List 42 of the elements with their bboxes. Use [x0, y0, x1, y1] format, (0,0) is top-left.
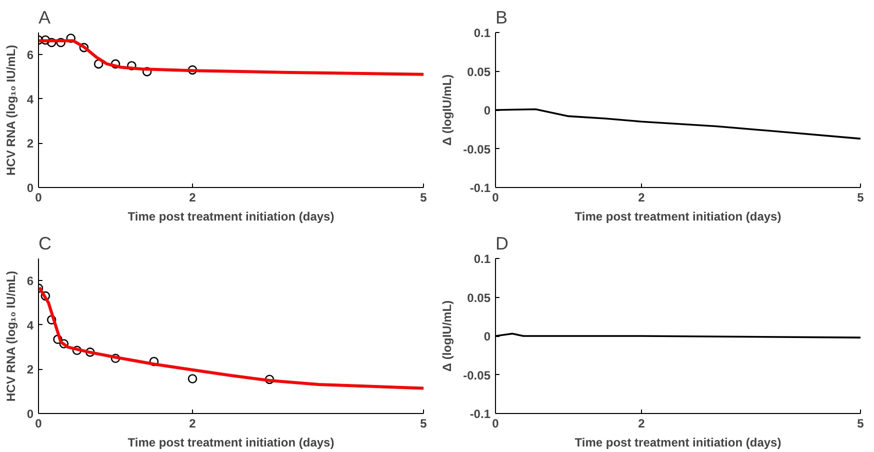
- y-axis-title: Δ (logIU/mL): [440, 300, 454, 372]
- y-tick-label: 0: [484, 104, 491, 118]
- x-tick-label: 0: [35, 190, 42, 204]
- y-tick-label: 0.1: [474, 26, 491, 40]
- y-tick-label: 0.05: [467, 64, 491, 79]
- y-tick-label: -0.05: [463, 142, 491, 156]
- x-tick-label: 2: [189, 190, 196, 204]
- x-tick-label: 5: [420, 190, 428, 204]
- x-tick-label: 5: [857, 190, 864, 204]
- y-tick-label: 0: [26, 407, 34, 421]
- y-tick-label: 4: [26, 92, 34, 106]
- y-tick-label: 0.1: [474, 252, 491, 266]
- x-axis-title: Time post treatment initiation (days): [128, 436, 334, 450]
- y-axis-title: HCV RNA (log₁₀ IU/mL): [4, 270, 18, 402]
- x-axis-title: Time post treatment initiation (days): [128, 210, 334, 224]
- y-tick-label: 0: [26, 181, 34, 195]
- x-tick-label: 2: [638, 190, 646, 204]
- y-axis-title: HCV RNA (log₁₀ IU/mL): [4, 44, 18, 176]
- y-tick-label: 0: [484, 330, 491, 344]
- chart-title: D: [496, 234, 508, 254]
- x-tick-label: 2: [638, 416, 646, 430]
- y-tick-label: 2: [26, 136, 34, 151]
- x-tick-label: 5: [857, 416, 864, 430]
- x-tick-label: 0: [35, 416, 42, 430]
- y-axis-title: Δ (logIU/mL): [440, 74, 454, 146]
- y-tick-label: 2: [26, 362, 34, 377]
- chart-title: B: [496, 8, 508, 28]
- y-tick-label: 6: [26, 274, 34, 288]
- x-axis-title: Time post treatment initiation (days): [574, 210, 782, 224]
- y-tick-label: 0.05: [467, 290, 491, 305]
- chart-title: C: [38, 234, 52, 254]
- y-tick-label: -0.05: [463, 368, 491, 382]
- y-tick-label: 4: [26, 318, 34, 332]
- y-tick-label: 6: [26, 48, 34, 62]
- chart-title: A: [38, 8, 51, 28]
- x-tick-label: 5: [420, 416, 428, 430]
- x-tick-label: 0: [492, 190, 500, 204]
- y-tick-label: -0.1: [470, 181, 491, 195]
- y-tick-label: -0.1: [470, 407, 491, 421]
- x-tick-label: 2: [189, 416, 196, 430]
- x-tick-label: 0: [492, 416, 500, 430]
- x-axis-title: Time post treatment initiation (days): [574, 436, 782, 450]
